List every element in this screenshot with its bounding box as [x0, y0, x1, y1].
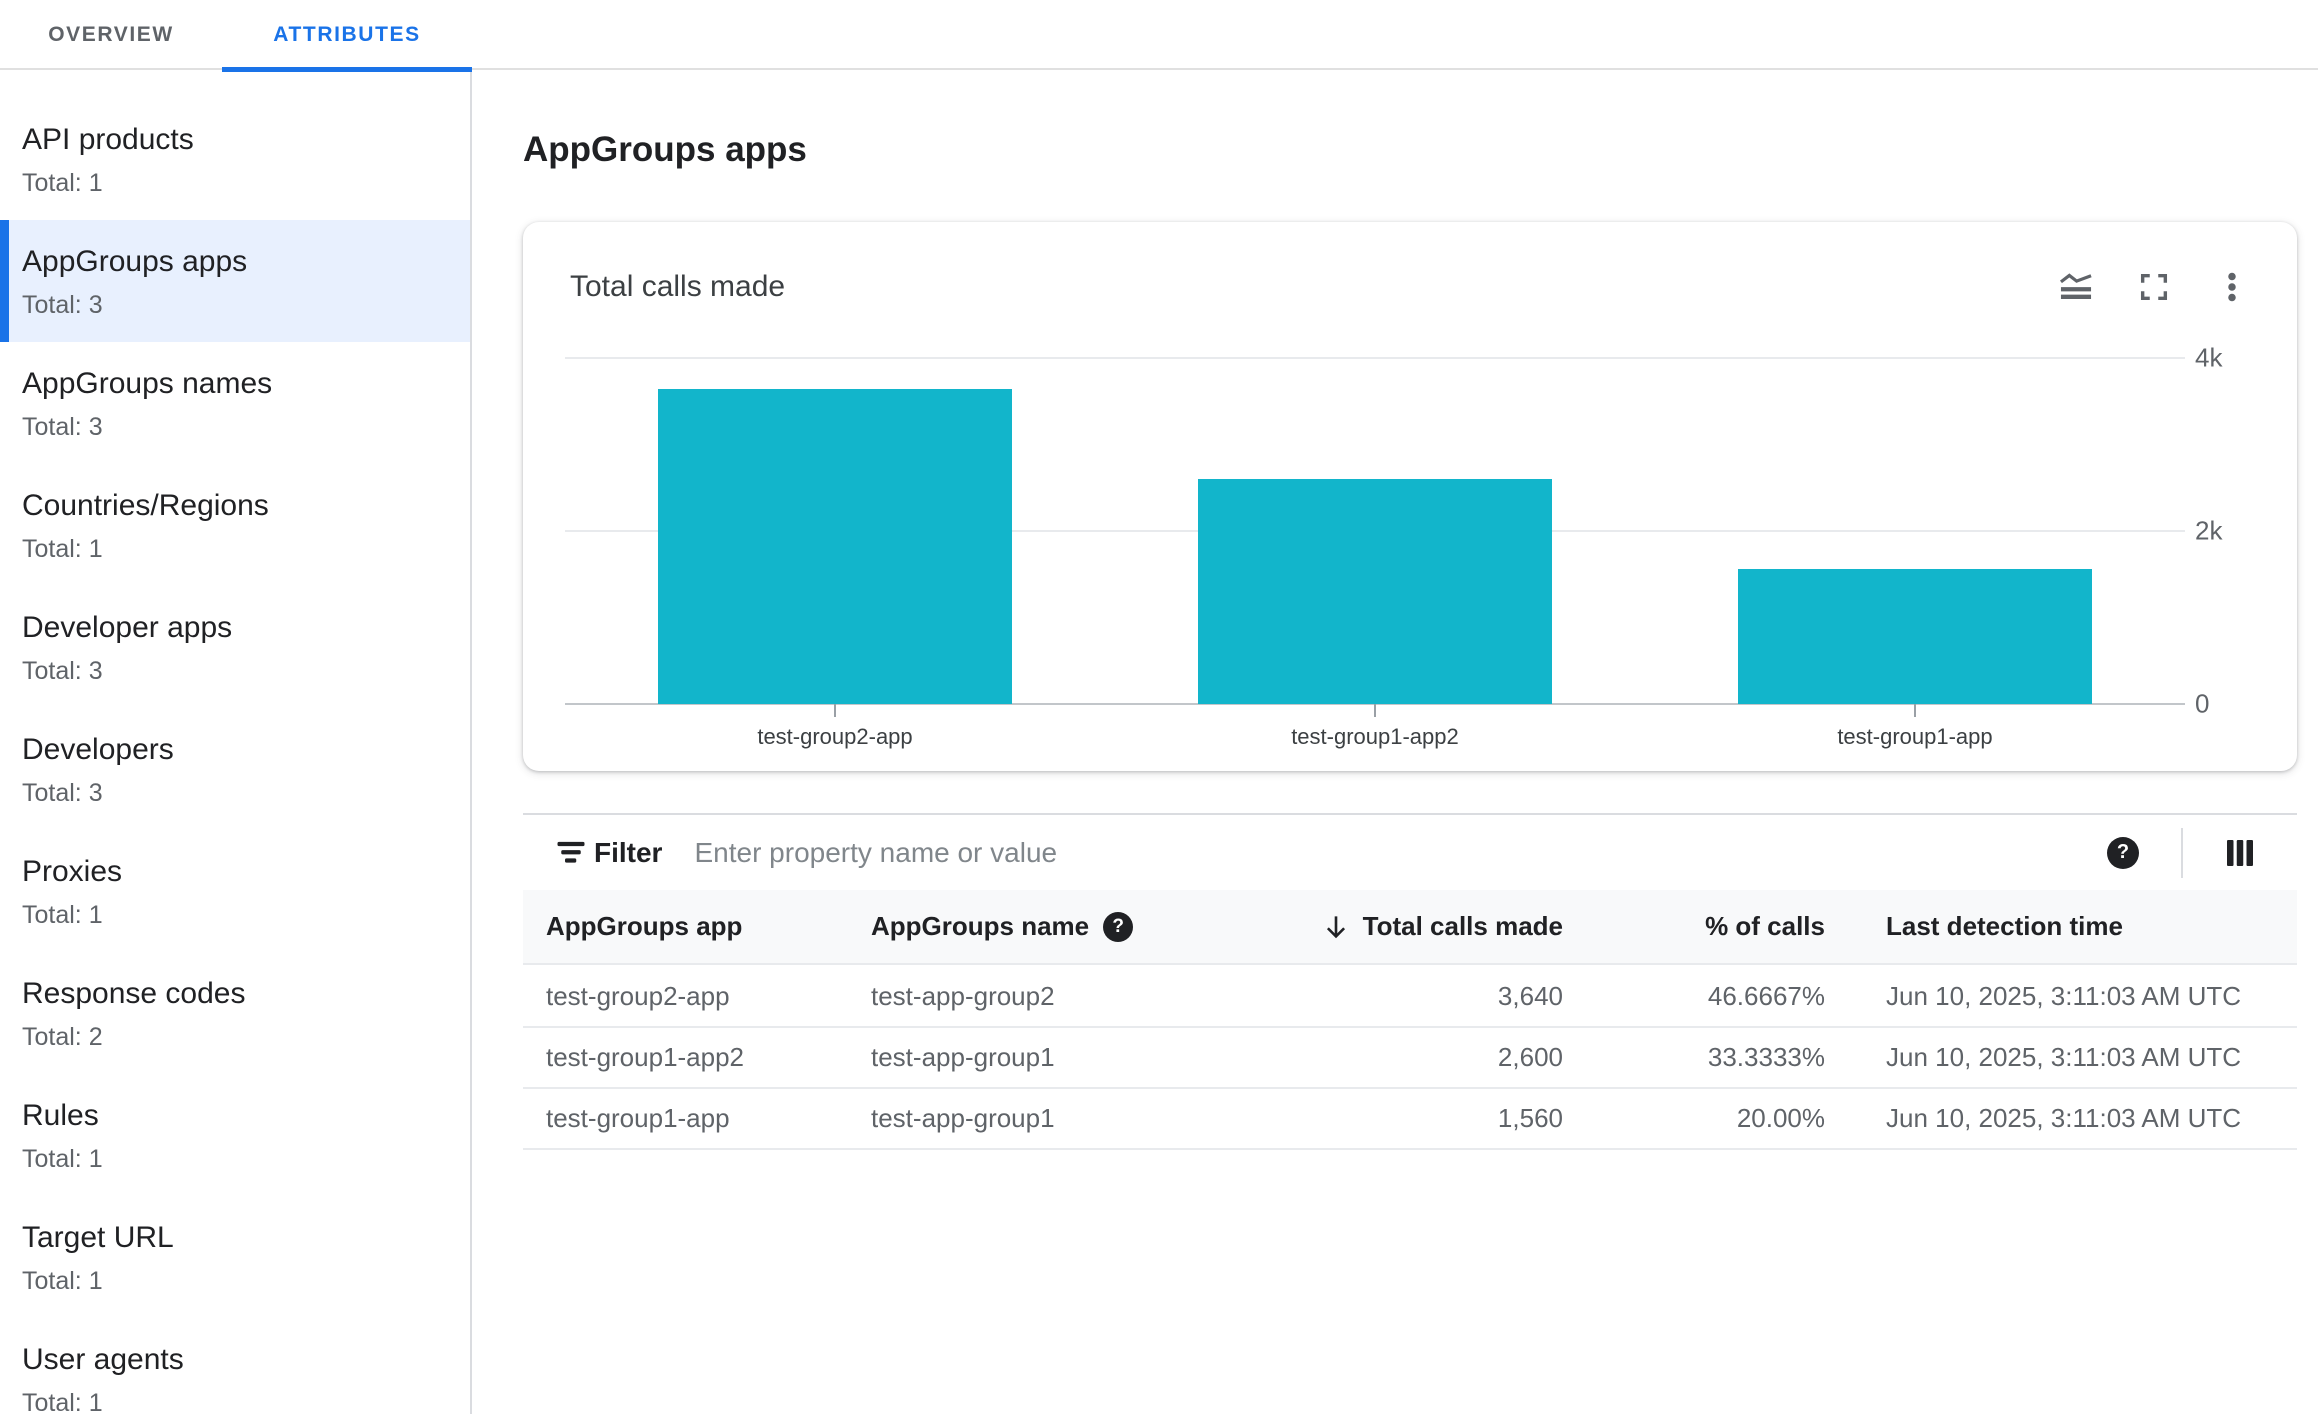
- table-cell: test-app-group2: [871, 981, 1055, 1011]
- sidebar-item-developer-apps[interactable]: Developer apps Total: 3: [0, 586, 470, 708]
- column-header-last-detection[interactable]: Last detection time: [1886, 911, 2123, 941]
- table-row[interactable]: test-group2-app test-app-group2 3,640 46.66…: [523, 967, 2297, 1028]
- table-body: test-group2-app test-app-group2 3,640 46.66…: [523, 967, 2297, 1150]
- sidebar-item-total: Total: 1: [22, 1267, 103, 1295]
- x-axis-label: test-group1-app: [1837, 724, 1993, 749]
- view-columns-icon[interactable]: [2221, 836, 2259, 870]
- bar-slot: [1645, 358, 2185, 704]
- column-header-appgroups-name[interactable]: AppGroups name ?: [871, 911, 1223, 942]
- divider: [523, 813, 2297, 815]
- bar-slot: [1105, 358, 1645, 704]
- sidebar-item-label: Developer apps: [22, 611, 233, 644]
- bar-test-group2-app[interactable]: [657, 389, 1012, 704]
- table-cell: Jun 10, 2025, 3:11:03 AM UTC: [1886, 1103, 2242, 1133]
- table-cell: test-app-group1: [871, 1103, 1055, 1133]
- table-cell: Jun 10, 2025, 3:11:03 AM UTC: [1886, 981, 2242, 1011]
- bar-slot: [565, 358, 1105, 704]
- sidebar-item-user-agents[interactable]: User agents Total: 1: [0, 1318, 470, 1414]
- main-content: AppGroups apps Total calls made: [474, 70, 2318, 1414]
- tab-overview[interactable]: OVERVIEW: [48, 23, 174, 46]
- sidebar-item-api-products[interactable]: API products Total: 1: [0, 98, 470, 220]
- x-axis-tick: [1374, 704, 1376, 717]
- total-calls-chart-card: Total calls made 4k 2k 0 test-gro: [523, 222, 2297, 771]
- sidebar-item-total: Total: 1: [22, 901, 103, 929]
- tab-bar: OVERVIEW ATTRIBUTES: [0, 0, 2318, 72]
- fullscreen-icon[interactable]: [2135, 268, 2173, 306]
- table-cell: test-group2-app: [546, 981, 730, 1011]
- table-header-row: AppGroups app AppGroups name ? Total cal…: [523, 890, 2297, 965]
- y-axis-tick-label: 0: [2195, 688, 2210, 719]
- sort-desc-arrow-icon: [1326, 915, 1345, 938]
- table-cell: 3,640: [1497, 981, 1563, 1011]
- filter-label: Filter: [594, 836, 663, 868]
- sidebar-item-label: User agents: [22, 1343, 184, 1376]
- column-header-pct-calls[interactable]: % of calls: [1705, 911, 1825, 941]
- sidebar-item-total: Total: 3: [22, 779, 103, 807]
- vertical-divider: [2181, 827, 2183, 878]
- sidebar-item-total: Total: 1: [22, 1145, 103, 1173]
- page-title: AppGroups apps: [523, 130, 807, 169]
- filter-toolbar: Filter ?: [523, 815, 2297, 890]
- sidebar-item-target-url[interactable]: Target URL Total: 1: [0, 1196, 470, 1318]
- table-cell: test-group1-app: [546, 1103, 730, 1133]
- sidebar-item-total: Total: 1: [22, 169, 103, 197]
- sidebar-item-response-codes[interactable]: Response codes Total: 2: [0, 952, 470, 1074]
- sidebar-item-label: AppGroups apps: [22, 245, 248, 278]
- gridline: [565, 357, 2185, 359]
- table-row[interactable]: test-group1-app test-app-group1 1,560 20.00…: [523, 1089, 2297, 1150]
- sidebar-item-label: Developers: [22, 733, 174, 766]
- sidebar-item-total: Total: 3: [22, 291, 103, 319]
- tab-attributes[interactable]: ATTRIBUTES: [222, 0, 472, 72]
- sidebar-item-label: Response codes: [22, 977, 246, 1010]
- sidebar-item-total: Total: 1: [22, 535, 103, 563]
- sidebar-item-total: Total: 3: [22, 413, 103, 441]
- table-cell: 20.00%: [1736, 1103, 1825, 1133]
- sidebar-item-rules[interactable]: Rules Total: 1: [0, 1074, 470, 1196]
- table-cell: 2,600: [1497, 1042, 1563, 1072]
- more-vert-icon[interactable]: [2213, 268, 2251, 306]
- table-cell: test-group1-app2: [546, 1042, 745, 1072]
- table-cell: Jun 10, 2025, 3:11:03 AM UTC: [1886, 1042, 2242, 1072]
- sidebar-item-total: Total: 3: [22, 657, 103, 685]
- table-cell: 1,560: [1497, 1103, 1563, 1133]
- sidebar-item-label: Rules: [22, 1099, 99, 1132]
- x-axis-label: test-group2-app: [757, 724, 913, 749]
- filter-list-icon: [552, 834, 590, 872]
- table-cell: 33.3333%: [1707, 1042, 1825, 1072]
- x-axis-tick: [833, 704, 836, 717]
- filter-input[interactable]: [694, 836, 2107, 869]
- sidebar-item-label: Target URL: [22, 1221, 174, 1254]
- sidebar-item-appgroups-names[interactable]: AppGroups names Total: 3: [0, 342, 470, 464]
- attributes-sidebar: API products Total: 1 AppGroups apps Total:…: [0, 70, 472, 1414]
- sidebar-item-total: Total: 2: [22, 1023, 103, 1051]
- table-cell: test-app-group1: [871, 1042, 1055, 1072]
- sidebar-item-total: Total: 1: [22, 1389, 103, 1414]
- table-cell: 46.6667%: [1707, 981, 1825, 1011]
- help-icon[interactable]: ?: [1103, 911, 1134, 942]
- column-header-label: Total calls made: [1362, 911, 1563, 941]
- column-header-total-calls[interactable]: Total calls made: [1223, 911, 1563, 942]
- sidebar-item-label: API products: [22, 123, 194, 156]
- y-axis-tick-label: 4k: [2195, 342, 2223, 373]
- sidebar-item-developers[interactable]: Developers Total: 3: [0, 708, 470, 830]
- table-row[interactable]: test-group1-app2 test-app-group1 2,600 33.3…: [523, 1028, 2297, 1089]
- y-axis-tick-label: 2k: [2195, 515, 2223, 546]
- chart-title: Total calls made: [570, 270, 786, 303]
- bar-test-group1-app[interactable]: [1737, 569, 2092, 704]
- bar-test-group1-app2[interactable]: [1197, 479, 1552, 704]
- sidebar-item-proxies[interactable]: Proxies Total: 1: [0, 830, 470, 952]
- column-header-label: AppGroups name: [871, 911, 1090, 941]
- sidebar-item-countries-regions[interactable]: Countries/Regions Total: 1: [0, 464, 470, 586]
- bar-chart-plot: 4k 2k 0 test-group2-app test-group1-app2 test…: [565, 343, 2222, 749]
- sidebar-item-appgroups-apps[interactable]: AppGroups apps Total: 3: [0, 220, 470, 342]
- column-header-appgroups-app[interactable]: AppGroups app: [546, 911, 743, 941]
- sidebar-item-label: AppGroups names: [22, 367, 273, 400]
- area-chart-icon[interactable]: [2057, 268, 2095, 306]
- chart-toolbar: [2057, 268, 2251, 306]
- x-axis-tick: [1914, 704, 1916, 717]
- sidebar-item-label: Proxies: [22, 855, 123, 888]
- help-icon[interactable]: ?: [2107, 836, 2139, 869]
- sidebar-item-label: Countries/Regions: [22, 489, 269, 522]
- x-axis-label: test-group1-app2: [1291, 724, 1459, 749]
